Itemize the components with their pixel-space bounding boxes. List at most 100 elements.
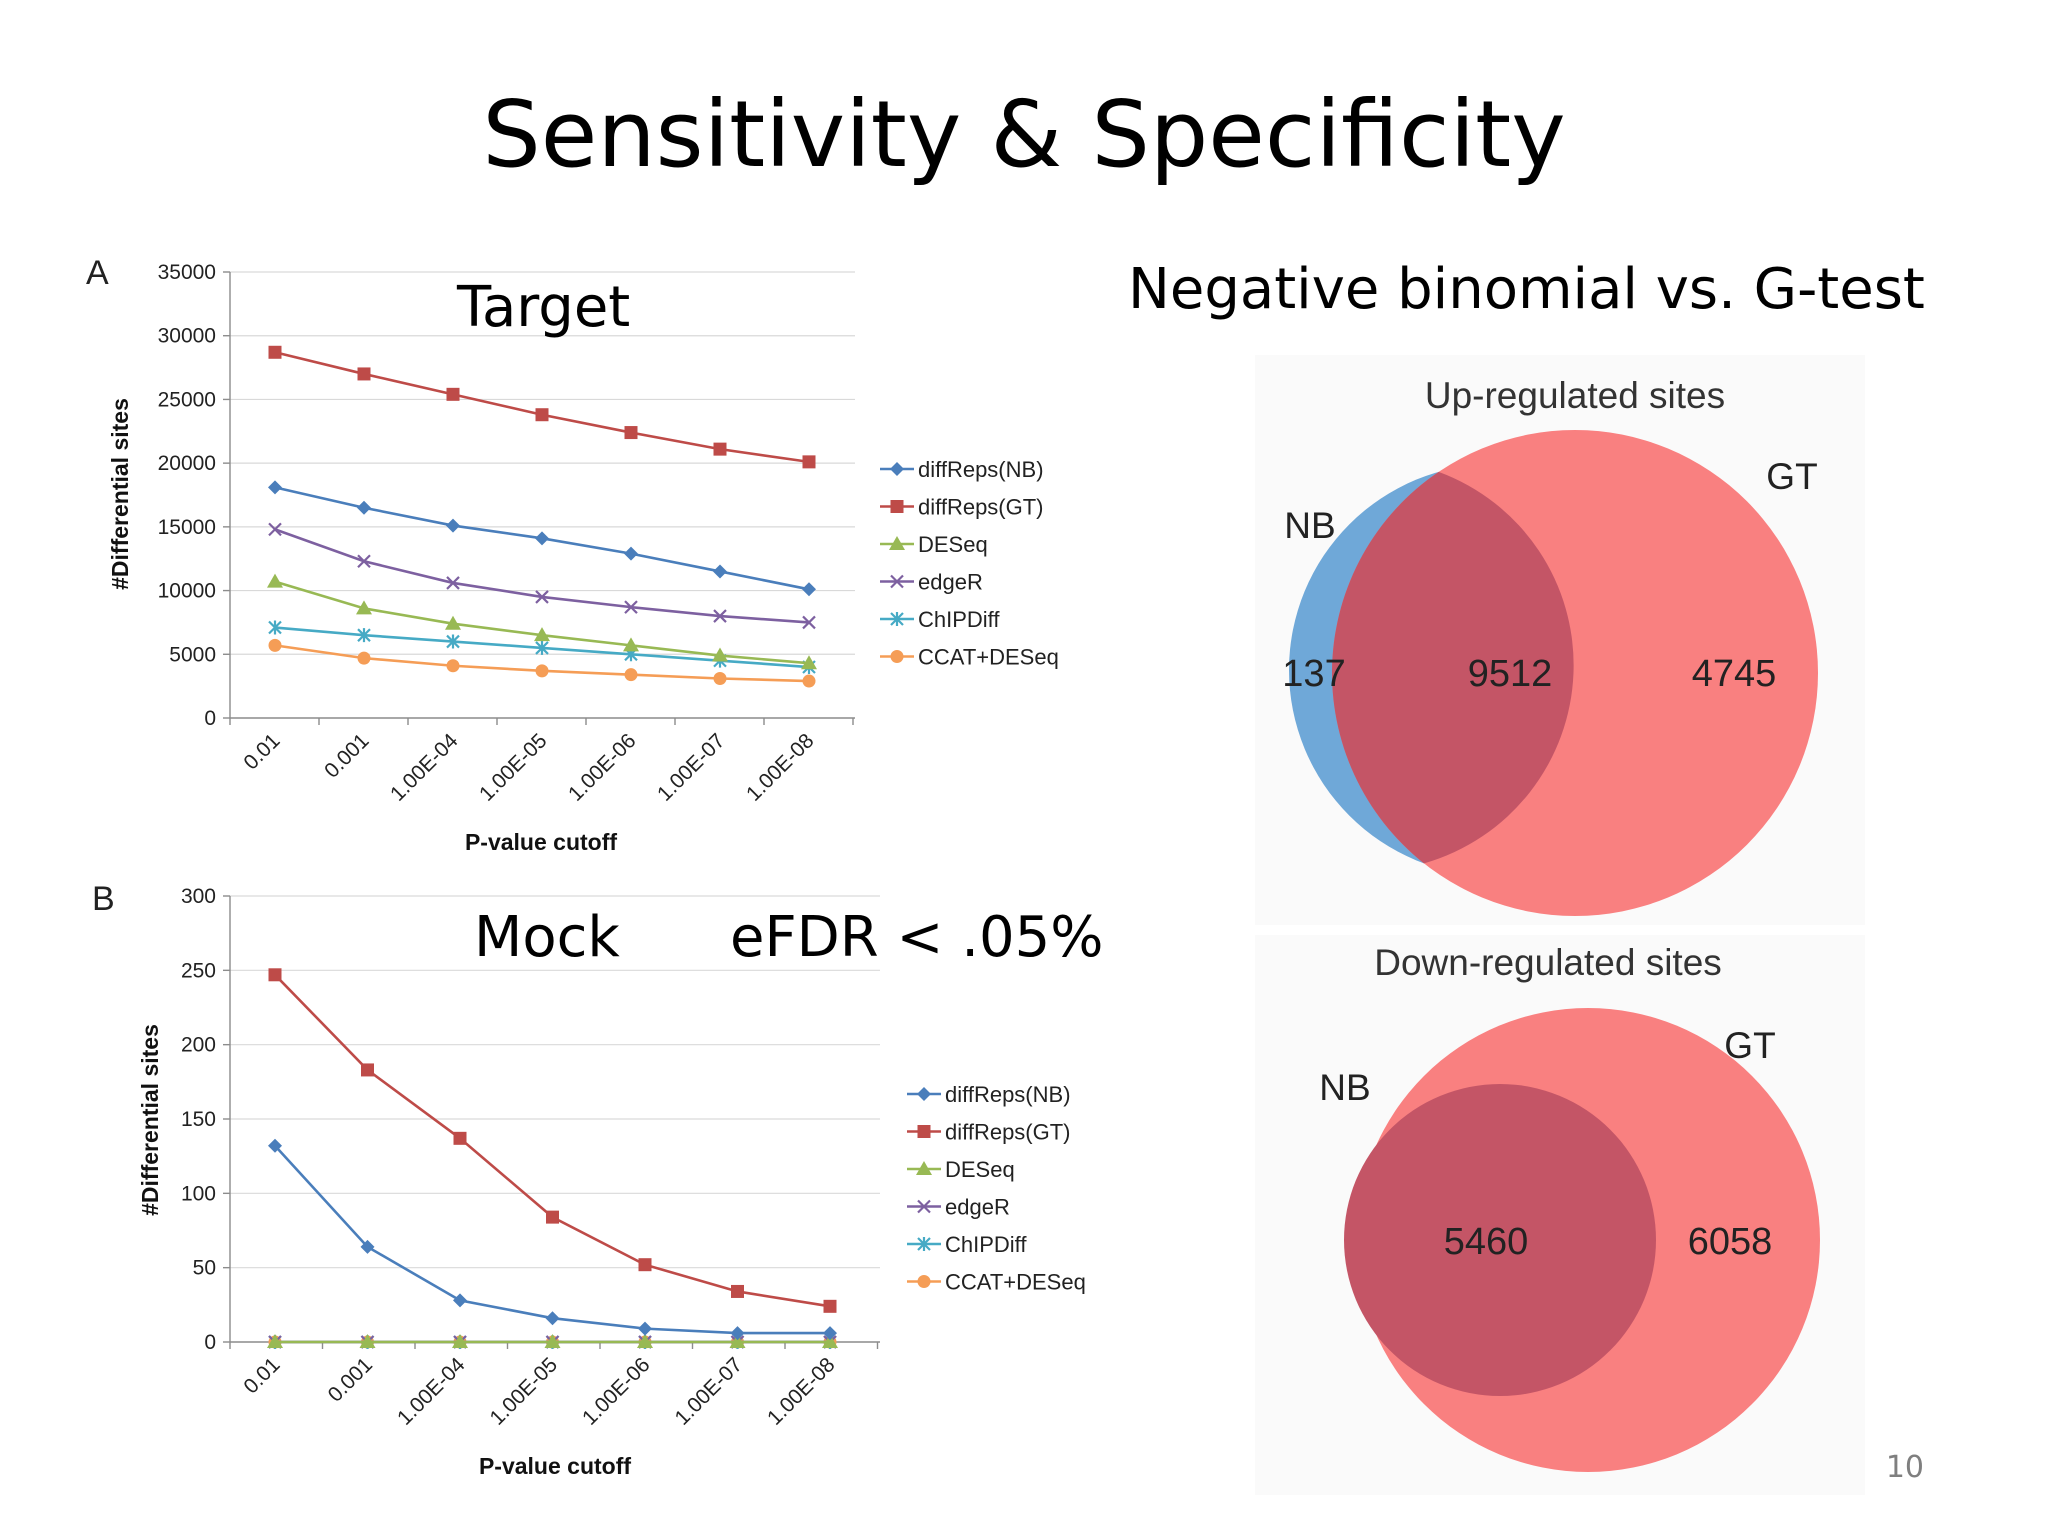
chartA-legend-label: diffReps(NB) [918, 457, 1044, 482]
chart-a-y-axis-label: #Differential sites [107, 398, 133, 590]
chartB-legend-marker [917, 1125, 931, 1138]
chartB-point-diffreps-gt [823, 1299, 837, 1313]
chartA-legend-marker [889, 536, 905, 550]
chartA-point-diffreps-gt [713, 442, 727, 456]
chart-a-y-ticks: 0 5000 10000 15000 20000 25000 30000 35000 [158, 261, 216, 730]
chartA-legend-item-diffreps-gt: diffReps(GT) [880, 495, 1044, 520]
chartA-point-ccat-deseq [624, 668, 638, 682]
chartA-y-tick-label: 35000 [158, 261, 216, 284]
chartB-y-tick-label: 150 [181, 1108, 216, 1131]
chartA-point-ccat-deseq [713, 671, 727, 685]
chartB-legend-label: DESeq [945, 1157, 1015, 1182]
chartA-point-diffreps-gt [624, 426, 638, 440]
chartA-x-tick-label: 1.00E-06 [564, 729, 641, 806]
chartA-legend-marker [890, 500, 904, 513]
chartB-point-diffreps-nb [730, 1326, 745, 1341]
chartA-point-diffreps-nb [624, 546, 638, 561]
chartB-legend-label: CCAT+DESeq [945, 1270, 1086, 1295]
chartA-legend-label: CCAT+DESeq [918, 645, 1059, 670]
overlay-negative-binomial-title: Negative binomial vs. G-test [1128, 257, 1925, 322]
venn-up-title: Up-regulated sites [1425, 375, 1725, 416]
chartA-point-ccat-deseq [446, 659, 460, 673]
chartA-point-diffreps-nb [802, 582, 816, 597]
chartA-legend-marker [890, 612, 904, 626]
chartB-point-deseq [359, 1334, 376, 1348]
chartB-point-diffreps-gt [638, 1258, 652, 1272]
chartA-point-diffreps-gt [802, 455, 816, 469]
chartA-point-chipdiff [446, 634, 460, 649]
chartA-x-tick-label: 1.00E-05 [475, 729, 552, 806]
chartA-x-tick-label: 1.00E-08 [742, 729, 819, 806]
chartB-point-diffreps-nb [360, 1239, 375, 1254]
chartA-point-ccat-deseq [268, 638, 282, 652]
chartA-point-deseq [801, 655, 817, 670]
venn-up-overlap-count: 9512 [1468, 653, 1553, 695]
venn-down-nb-label: NB [1319, 1067, 1370, 1108]
chartA-series-ccat-deseq [268, 638, 816, 688]
chartA-point-deseq [267, 573, 283, 588]
chartB-point-diffreps-nb [545, 1311, 560, 1326]
chartA-point-deseq [445, 615, 461, 630]
chartB-x-tick-label: 0.01 [239, 1353, 284, 1398]
chartB-legend-marker [917, 1087, 931, 1101]
chartA-legend-item-edger: edgeR [880, 570, 983, 595]
chartB-point-diffreps-gt [453, 1131, 467, 1145]
chartA-point-diffreps-nb [713, 564, 727, 579]
chart-b-y-ticks: 0 50 100 150 200 250 300 [181, 885, 216, 1354]
chartA-x-tick-label: 0.001 [320, 729, 373, 782]
chart-b-panel-label: B [92, 880, 115, 918]
chartA-point-deseq [712, 647, 728, 662]
chartA-point-ccat-deseq [357, 651, 371, 665]
chartA-point-diffreps-gt [357, 367, 371, 381]
chartB-point-diffreps-nb [268, 1138, 282, 1153]
chartB-legend-label: diffReps(GT) [945, 1120, 1071, 1145]
venn-up-gt-label: GT [1766, 456, 1817, 497]
chart-b-series [267, 968, 838, 1349]
chartB-point-deseq [452, 1334, 468, 1348]
chartB-point-diffreps-gt [546, 1210, 559, 1224]
chartA-y-tick-label: 15000 [158, 516, 216, 539]
chartB-point-deseq [822, 1334, 838, 1348]
chartA-point-edger [802, 615, 816, 630]
chartB-y-tick-label: 200 [181, 1034, 216, 1057]
overlay-target-label: Target [457, 275, 631, 340]
chartA-x-tick-label: 0.01 [239, 729, 284, 774]
venn-down-nb-circle [1344, 1084, 1656, 1396]
chartA-point-deseq [356, 600, 372, 615]
chartA-series-edger [268, 522, 816, 630]
venn-down-gt-only-count: 6058 [1688, 1221, 1773, 1263]
chartB-point-diffreps-nb [638, 1321, 652, 1336]
chartB-x-tick-label: 1.00E-07 [671, 1353, 748, 1430]
chartA-legend-label: diffReps(GT) [918, 495, 1044, 520]
chartB-point-diffreps-nb [453, 1293, 467, 1308]
chartA-point-deseq [623, 637, 639, 652]
chartA-point-chipdiff [268, 620, 282, 635]
chart-b-legend: diffReps(NB) diffReps(GT) DESeq edgeR ChIPDi… [907, 1082, 1086, 1295]
chartA-y-tick-label: 25000 [158, 388, 216, 411]
venn-up-nb-label: NB [1284, 505, 1335, 546]
chartA-y-tick-label: 5000 [169, 643, 216, 666]
chartA-point-deseq [534, 627, 550, 642]
chartA-series-diffreps-gt [268, 345, 816, 469]
chartB-series-deseq [267, 1334, 838, 1348]
chartA-legend-label: edgeR [918, 570, 983, 595]
chartA-point-ccat-deseq [535, 664, 549, 678]
chartA-legend-item-chipdiff: ChIPDiff [880, 607, 1000, 632]
chartB-legend-item-diffreps-nb: diffReps(NB) [907, 1082, 1071, 1107]
chartB-legend-label: edgeR [945, 1195, 1010, 1220]
chartA-point-chipdiff [535, 640, 549, 655]
chartB-legend-item-diffreps-gt: diffReps(GT) [907, 1120, 1071, 1145]
chartB-point-diffreps-gt [268, 968, 282, 982]
chartB-point-diffreps-gt [731, 1284, 744, 1298]
chartB-legend-label: ChIPDiff [945, 1232, 1027, 1257]
venn-down-regulated: Down-regulated sites NB GT 5460 6058 [1255, 935, 1865, 1495]
chartA-legend-marker [890, 650, 904, 663]
chartB-line-diffreps-nb [274, 1144, 830, 1335]
chartB-legend-marker [917, 1275, 931, 1288]
chartA-legend-marker [890, 462, 904, 476]
chartA-legend-item-diffreps-nb: diffReps(NB) [880, 457, 1044, 482]
venn-up-nb-only-count: 137 [1282, 653, 1345, 695]
venn-down-gt-label: GT [1724, 1025, 1775, 1066]
chartB-legend-item-chipdiff: ChIPDiff [907, 1232, 1027, 1257]
chartB-point-diffreps-nb [823, 1326, 837, 1341]
